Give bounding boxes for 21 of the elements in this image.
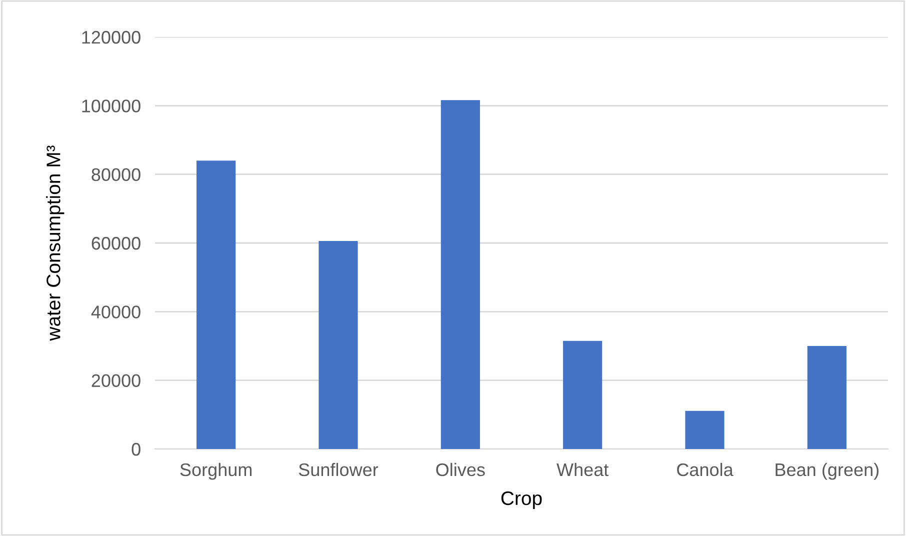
x-tick-label: Olives [436,462,485,476]
bar [196,160,236,449]
x-axis-title: Crop [501,491,542,509]
bar [807,346,846,449]
y-tick-label: 80000 [92,168,140,182]
y-tick-label: 0 [132,442,140,456]
x-tick-label: Bean (green) [776,462,878,480]
bar [563,340,602,449]
y-tick-label: 60000 [92,236,140,250]
y-axis-title: water Consumption M³ [46,146,64,341]
y-tick-label: 100000 [82,100,140,112]
x-tick-label: Canola [677,462,734,476]
y-tick-label: 120000 [82,30,140,44]
x-tick-label: Sunflower [298,462,378,476]
bar [685,410,724,449]
y-tick-label: 20000 [92,374,140,388]
bar [318,240,358,449]
x-tick-label: Wheat [556,462,609,476]
x-tick-label: Sorghum [180,462,252,480]
y-tick-label: 40000 [91,306,140,318]
bar [440,100,480,449]
